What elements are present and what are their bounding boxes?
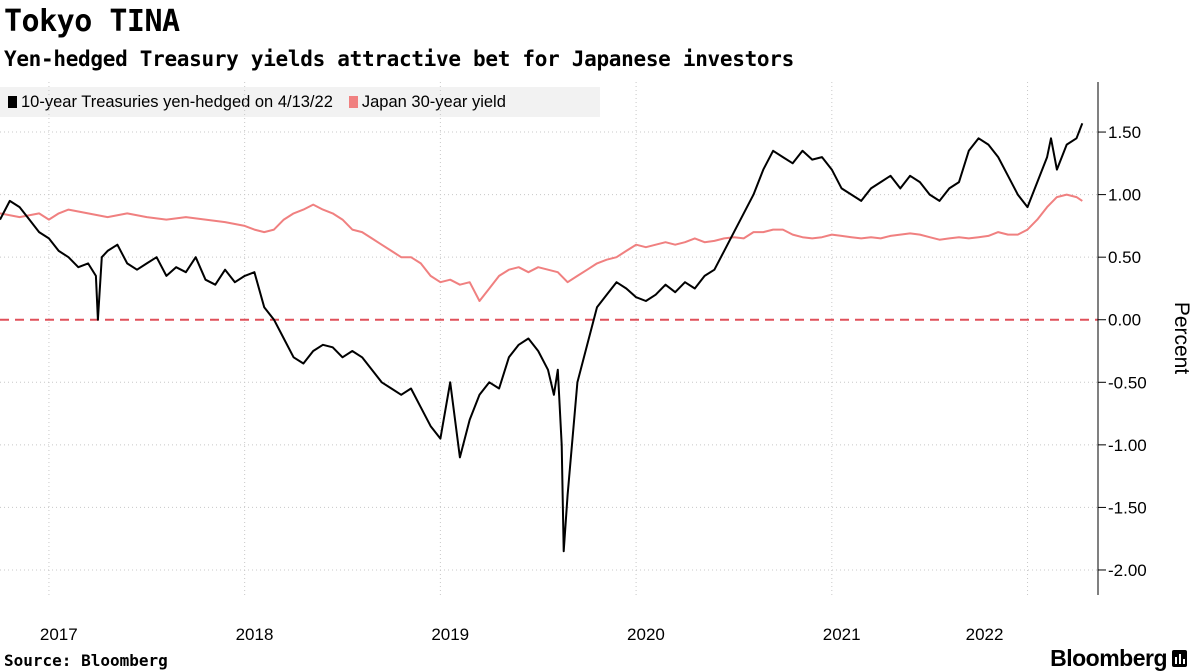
chart-subtitle: Yen-hedged Treasury yields attractive be… — [4, 47, 794, 71]
y-tick-label: 0.50 — [1108, 248, 1141, 267]
x-tick-label: 2020 — [627, 625, 665, 644]
chart-legend: 10-year Treasuries yen-hedged on 4/13/22… — [0, 87, 600, 117]
x-tick-label: 2021 — [823, 625, 861, 644]
legend-label-treasuries: 10-year Treasuries yen-hedged on 4/13/22 — [21, 92, 333, 111]
x-tick-label: 2017 — [40, 625, 78, 644]
x-tick-label: 2022 — [966, 625, 1004, 644]
legend-label-japan-30y: Japan 30-year yield — [361, 92, 506, 111]
legend-swatch-japan-30y — [348, 96, 358, 108]
y-tick-label: 1.00 — [1108, 186, 1141, 205]
y-tick-label: 1.50 — [1108, 123, 1141, 142]
x-tick-label: 2018 — [236, 625, 274, 644]
y-tick-label: -0.50 — [1108, 373, 1147, 392]
series-line-treasuries — [0, 122, 1084, 553]
bar-chart-icon — [1172, 650, 1187, 667]
y-tick-label: -1.50 — [1108, 498, 1147, 517]
y-axis-label: Percent — [1170, 302, 1193, 375]
series-line-japan-30y — [0, 193, 1083, 302]
source-note: Source: Bloomberg — [4, 651, 168, 670]
brand-logo: Bloomberg — [1050, 645, 1187, 672]
x-tick-label: 2019 — [431, 625, 469, 644]
y-tick-label: -1.00 — [1108, 436, 1147, 455]
y-tick-label: -2.00 — [1108, 561, 1147, 580]
legend-swatch-treasuries — [8, 96, 17, 108]
chart-title: Tokyo TINA — [4, 4, 180, 39]
brand-name: Bloomberg — [1050, 645, 1167, 671]
legend-item-japan-30y: Japan 30-year yield — [348, 92, 506, 112]
legend-item-treasuries: 10-year Treasuries yen-hedged on 4/13/22 — [8, 93, 333, 112]
y-tick-label: 0.00 — [1108, 311, 1141, 330]
